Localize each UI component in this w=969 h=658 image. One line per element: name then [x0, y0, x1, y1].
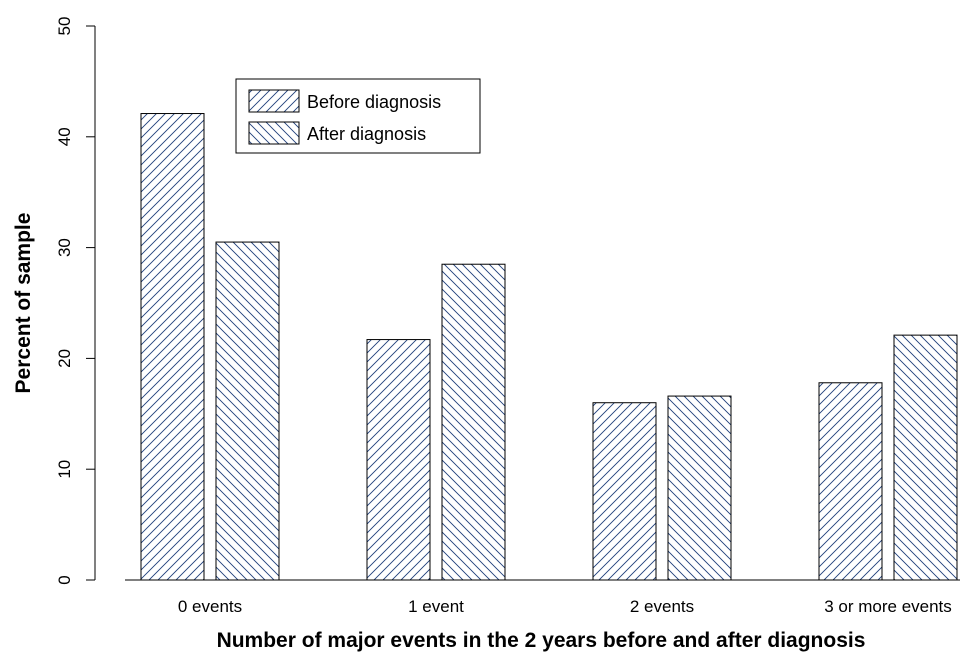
- bar-after-1: [441, 263, 506, 581]
- y-tick-label: 40: [55, 127, 74, 146]
- legend-swatch-before: [248, 89, 300, 113]
- legend-label-after: After diagnosis: [307, 124, 426, 144]
- bar-before-0: [140, 113, 205, 581]
- bar-before-3: [818, 382, 883, 581]
- bar-after-0: [215, 241, 280, 581]
- y-tick-label: 50: [55, 17, 74, 36]
- x-tick-label: 3 or more events: [824, 597, 952, 616]
- x-tick-label: 0 events: [178, 597, 242, 616]
- x-tick-labels: 0 events 1 event 2 events 3 or more events: [178, 597, 952, 616]
- legend: Before diagnosis After diagnosis: [235, 78, 481, 154]
- y-tick-label: 30: [55, 238, 74, 257]
- legend-label-before: Before diagnosis: [307, 92, 441, 112]
- bar-after-2: [667, 395, 732, 581]
- x-axis-title: Number of major events in the 2 years be…: [217, 629, 866, 652]
- legend-swatch-after: [248, 121, 300, 145]
- bar-after-3: [893, 334, 958, 581]
- y-tick-label: 0: [55, 575, 74, 584]
- bar-before-1: [366, 339, 431, 581]
- x-tick-label: 2 events: [630, 597, 694, 616]
- bar-before-2: [592, 402, 657, 581]
- y-axis-title: Percent of sample: [12, 213, 35, 394]
- bars-group: [140, 113, 958, 581]
- x-tick-label: 1 event: [408, 597, 464, 616]
- y-tick-label: 10: [55, 460, 74, 479]
- y-tick-label: 20: [55, 349, 74, 368]
- y-axis: 0 10 20 30 40 50: [55, 17, 96, 585]
